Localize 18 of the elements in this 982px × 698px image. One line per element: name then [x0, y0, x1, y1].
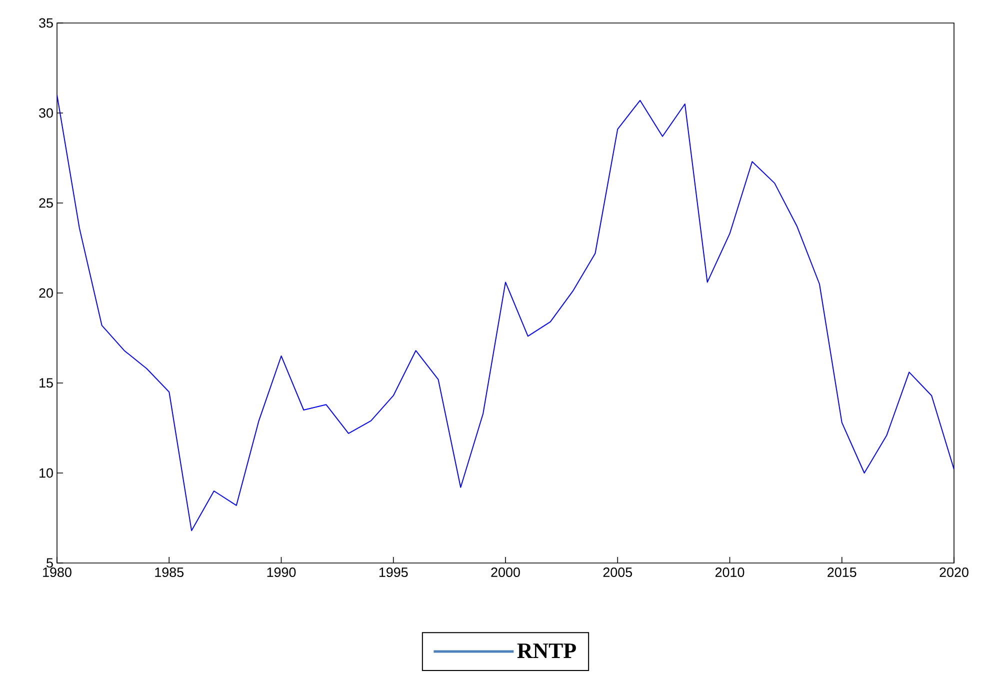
x-tick-label: 2020 — [940, 568, 968, 578]
x-tick-label: 2005 — [603, 568, 632, 578]
y-tick-label: 10 — [40, 468, 53, 478]
x-tick-label: 1980 — [43, 568, 72, 578]
x-tick-label: 1990 — [267, 568, 296, 578]
y-tick-label: 20 — [39, 288, 53, 298]
y-tick-label: 35 — [39, 18, 53, 28]
x-tick-label: 1995 — [379, 568, 408, 578]
y-tick-label: 25 — [39, 198, 53, 208]
x-tick-label: 1985 — [155, 568, 184, 578]
x-tick-label: 2010 — [715, 568, 744, 578]
y-tick-label: 5 — [46, 558, 53, 568]
line-series — [57, 94, 954, 532]
y-tick-label: 15 — [40, 378, 53, 388]
y-tick-label: 30 — [39, 108, 53, 118]
text: RNTP — [517, 644, 576, 658]
x-tick-label: 2015 — [828, 568, 856, 578]
x-tick-label: 2000 — [491, 568, 520, 578]
